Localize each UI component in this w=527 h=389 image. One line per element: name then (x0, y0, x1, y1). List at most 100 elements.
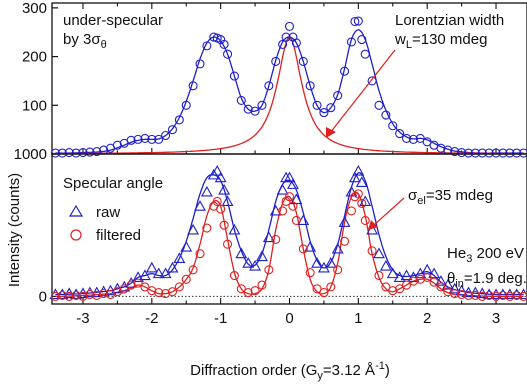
bottom-raw-point (338, 216, 351, 227)
x-tick-label: -1 (214, 310, 227, 327)
bottom-filtered-point (78, 291, 88, 301)
top-data-point (284, 21, 295, 31)
bottom-filtered-point (395, 284, 405, 294)
bottom-raw-point (379, 259, 392, 271)
bottom-filtered-point (85, 289, 95, 300)
bottom-filtered-point (195, 249, 205, 259)
bottom-raw-point (49, 288, 62, 300)
top-data-point (64, 147, 74, 158)
top-data-point (57, 148, 67, 158)
bottom-raw-point (218, 183, 231, 195)
bottom-filtered-point (357, 198, 367, 208)
top-data-point (326, 103, 336, 113)
bottom-filtered-point (291, 215, 301, 226)
top-y-tick-label: 1000 (14, 146, 47, 163)
bottom-raw-point (435, 275, 447, 286)
bottom-filtered-point (484, 290, 494, 301)
bottom-raw-point (173, 252, 186, 263)
top-data-point (519, 148, 527, 158)
he-energy-label: He3 200 eV (447, 245, 524, 265)
bottom-raw-point (132, 271, 144, 282)
top-data-point (353, 16, 363, 26)
top-data-point (147, 134, 157, 144)
bottom-raw-point (187, 223, 200, 235)
lorentzian-width-value: wL=130 mdeg (394, 31, 487, 51)
sigma-el-label: σel=35 mdeg (408, 187, 493, 207)
bottom-filtered-point (243, 288, 253, 298)
bottom-data-marks (49, 164, 527, 301)
top-data-point (484, 148, 494, 158)
x-tick-label: -2 (145, 310, 158, 327)
top-data-point (188, 81, 198, 91)
legend-raw-label: raw (96, 204, 120, 221)
top-data-point (470, 148, 480, 158)
top-data-point (167, 125, 178, 135)
bottom-raw-point (145, 261, 158, 273)
bottom-filtered-point (512, 290, 522, 301)
lorentzian-arrow-head (326, 127, 336, 138)
bottom-filtered-point (408, 276, 418, 286)
bottom-raw-point (287, 178, 299, 189)
bottom-raw-point (152, 267, 165, 279)
bottom-raw-point (400, 269, 413, 281)
bottom-filtered-point (305, 268, 315, 278)
bottom-y-tick-label: 0 (39, 288, 47, 305)
bottom-filtered-point (133, 278, 143, 288)
bottom-filtered-point (219, 220, 229, 230)
bottom-filtered-point (333, 265, 343, 275)
bottom-filtered-point (498, 290, 508, 301)
top-data-point (219, 39, 229, 49)
bottom-filtered-point (436, 282, 446, 292)
bottom-filtered-point (505, 291, 515, 301)
bottom-filtered-point (340, 236, 350, 246)
bottom-filtered-point (278, 206, 288, 216)
bottom-raw-point (503, 288, 516, 300)
bottom-raw-point (355, 176, 368, 188)
bottom-filtered-point (374, 270, 384, 281)
top-data-point (195, 59, 205, 69)
bottom-raw-point (490, 288, 502, 300)
bottom-raw-point (242, 257, 255, 268)
top-data-point (250, 106, 260, 116)
bottom-filtered-point (92, 290, 102, 301)
top-data-point (278, 39, 288, 49)
bottom-filtered-point (154, 288, 164, 298)
top-data-point (346, 37, 357, 47)
top-data-point (388, 121, 398, 131)
bottom-raw-point (283, 171, 296, 183)
bottom-raw-point (194, 200, 206, 211)
top-data-point (243, 104, 253, 114)
bottom-filtered-point (119, 284, 129, 294)
top-data-point (408, 134, 418, 144)
top-fit-red-lorentzian-line (52, 36, 527, 155)
bottom-raw-point (352, 164, 365, 176)
bottom-filtered-point (298, 244, 308, 254)
bottom-filtered-point (401, 280, 412, 290)
bottom-filtered-point (126, 280, 136, 290)
bottom-raw-point (207, 168, 220, 180)
bottom-raw-point (441, 278, 454, 290)
bottom-raw-point (97, 285, 110, 297)
top-data-point (395, 128, 405, 139)
top-data-point (457, 147, 467, 158)
top-data-point (257, 100, 267, 110)
top-y-tick-label: 200 (22, 49, 47, 66)
top-data-point (181, 100, 191, 110)
bottom-raw-point (348, 171, 361, 183)
bottom-raw-point (235, 247, 248, 259)
bottom-raw-point (180, 240, 193, 252)
bottom-filtered-point (216, 204, 226, 214)
bottom-raw-point (139, 269, 151, 281)
bottom-filtered-point (71, 290, 81, 301)
bottom-fit-blue-line (55, 172, 524, 296)
bottom-raw-point (211, 164, 224, 176)
bottom-raw-point (448, 282, 461, 294)
x-tick-label: 1 (354, 310, 362, 327)
top-data-point (112, 140, 122, 150)
top-data-point (357, 34, 367, 45)
top-panel: 1000 100 200 300 under-specular by 3σθ Lore… (14, 0, 527, 163)
bottom-raw-point (70, 288, 83, 300)
bottom-raw-point (262, 231, 275, 243)
top-data-point (271, 56, 281, 67)
bottom-filtered-point (174, 282, 184, 292)
